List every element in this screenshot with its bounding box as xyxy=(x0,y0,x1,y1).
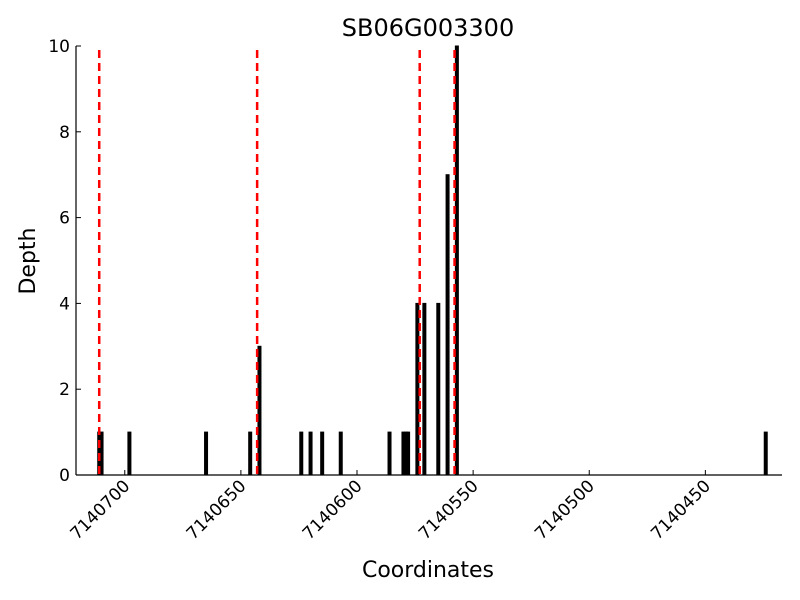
y-ticks-group: 0 2 4 6 8 10 xyxy=(48,37,81,486)
bar-8 xyxy=(320,431,325,476)
x-tick-label-7140500: 7140500 xyxy=(531,476,599,544)
bar-1 xyxy=(99,431,104,476)
y-axis-label: Depth xyxy=(16,227,41,294)
bar-9 xyxy=(338,431,343,476)
bar-15 xyxy=(422,302,427,476)
y-tick-label-6: 6 xyxy=(59,209,70,229)
bar-4 xyxy=(248,431,253,476)
bar-3 xyxy=(204,431,209,476)
x-tick-label-7140700: 7140700 xyxy=(67,476,135,544)
y-tick-label-0: 0 xyxy=(59,466,70,486)
x-tick-label-7140650: 7140650 xyxy=(183,476,251,544)
x-tick-label-7140600: 7140600 xyxy=(299,476,367,544)
y-tick-label-2: 2 xyxy=(59,380,70,400)
bar-19 xyxy=(763,431,768,476)
bar-5 xyxy=(257,345,262,476)
bar-7 xyxy=(308,431,313,476)
y-tick-label-10: 10 xyxy=(48,37,70,57)
x-tick-label-7140550: 7140550 xyxy=(415,476,483,544)
x-ticks-group: 7140700 7140650 7140600 7140550 7140500 71404… xyxy=(67,470,715,544)
bar-16 xyxy=(436,302,441,476)
bar-14 xyxy=(415,302,420,476)
bar-6 xyxy=(299,431,304,476)
bars-group xyxy=(97,45,768,476)
y-tick-label-4: 4 xyxy=(59,294,70,314)
markers-group xyxy=(97,50,456,475)
bar-18 xyxy=(454,45,459,476)
x-tick-label-7140450: 7140450 xyxy=(647,476,715,544)
y-tick-label-8: 8 xyxy=(59,123,70,143)
bar-17 xyxy=(445,174,450,476)
chart-title: SB06G003300 xyxy=(342,14,514,42)
x-axis-label: Coordinates xyxy=(362,558,494,583)
bar-10 xyxy=(387,431,392,476)
bar-13 xyxy=(406,431,411,476)
bar-2 xyxy=(127,431,132,476)
